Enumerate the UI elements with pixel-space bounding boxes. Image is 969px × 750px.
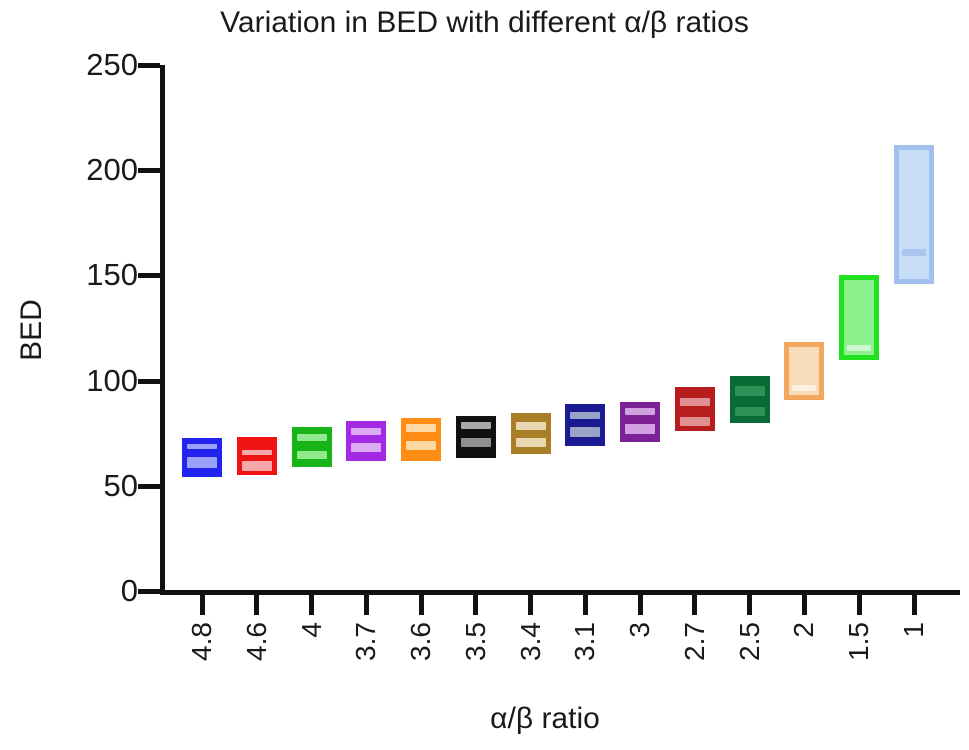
bar-band [625,424,656,434]
floating-bar-4.6 [236,437,277,476]
bar-band [515,421,546,430]
x-tick [473,593,479,615]
bar-band [902,248,926,256]
x-tick [747,593,753,615]
x-tick-label: 4 [295,622,327,638]
x-tick-label: 2.5 [733,622,765,661]
y-tick-label: 50 [103,467,138,503]
floating-bar-1 [894,144,934,284]
bar-band [792,384,817,392]
bar-band [406,424,437,432]
bar-band [187,457,217,469]
x-tick [199,593,205,615]
x-tick [582,593,588,615]
floating-bar-3.4 [510,413,551,455]
x-tick-label: 1.5 [843,622,875,661]
floating-bar-2 [784,341,825,400]
bar-band [296,451,327,460]
floating-bar-4.8 [182,438,222,478]
x-tick-label: 3.7 [350,622,382,661]
x-tick-label: 2.7 [678,622,710,661]
y-tick-label: 250 [86,47,138,82]
bar-band [847,344,872,352]
x-tick [528,593,534,615]
x-tick [692,593,698,615]
x-tick-label: 3.4 [514,622,546,661]
bar-band [241,460,272,471]
bar-band [460,438,491,448]
floating-bar-3.7 [346,420,387,461]
bar-band [625,407,656,415]
x-tick [637,593,643,615]
x-tick [911,593,917,615]
y-tick [138,168,160,174]
floating-bar-2.7 [674,386,715,432]
bar-band [406,441,437,451]
bar-band [241,449,272,455]
bar-band [570,411,601,419]
bar-band [734,406,765,416]
bar-band [351,443,382,453]
x-tick [856,593,862,615]
floating-bar-3.5 [455,416,496,459]
floating-bar-3.6 [401,418,442,461]
x-tick-label: 4.6 [240,622,272,661]
x-tick-label: 4.8 [186,622,217,661]
y-tick-label: 100 [86,362,138,398]
bar-band [296,434,327,441]
bar-band [351,427,382,435]
x-tick-label: 1 [898,622,929,638]
y-tick [138,63,160,68]
floating-bar-3 [620,401,661,442]
y-tick [138,378,160,384]
x-tick [254,593,260,615]
floating-bar-4 [291,426,332,467]
y-tick [138,273,160,279]
x-tick-label: 3.6 [405,622,437,661]
x-tick-label: 2 [788,622,820,638]
floating-bar-1.5 [839,275,880,360]
y-tick [138,589,160,594]
bar-band [515,438,546,448]
y-tick-label: 0 [120,573,138,608]
y-tick [138,483,160,489]
bar-band [187,444,217,450]
chart-title: Variation in BED with different α/β rati… [220,6,749,39]
x-tick-label: 3 [624,622,656,638]
x-axis-label: α/β ratio [490,702,600,735]
floating-bar-3.1 [565,403,606,446]
bar-band [679,397,710,406]
x-tick [801,593,807,615]
y-axis-label: BED [15,299,48,361]
bar-band [679,417,710,427]
x-tick [363,593,369,615]
floating-bar-2.5 [729,376,770,423]
x-tick-label: 3.5 [459,622,491,661]
x-axis-line [160,590,960,595]
x-tick-label: 3.1 [569,622,601,661]
x-tick [418,593,424,615]
bar-band [460,422,491,430]
x-tick [309,593,315,615]
bar-band [734,386,765,397]
bar-band [570,427,601,438]
y-tick-label: 150 [86,257,138,293]
y-tick-label: 200 [86,152,138,188]
y-axis-line [160,65,165,594]
